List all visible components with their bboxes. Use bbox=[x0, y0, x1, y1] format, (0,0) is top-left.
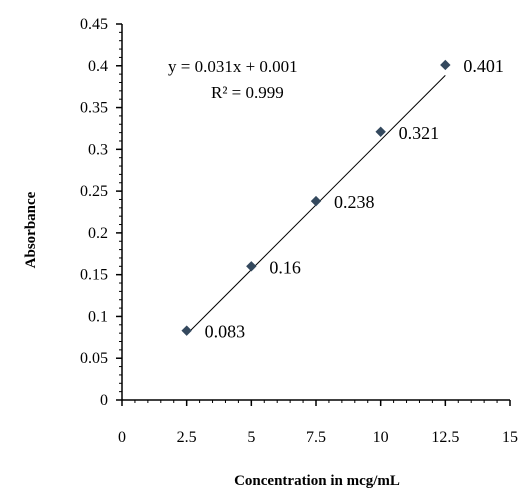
y-axis-title: Absorbance bbox=[23, 191, 39, 268]
y-tick-label: 0 bbox=[100, 392, 108, 409]
x-tick-label: 2.5 bbox=[177, 429, 197, 446]
x-tick-label: 0 bbox=[118, 429, 126, 446]
y-tick-label: 0.35 bbox=[80, 100, 108, 117]
data-point bbox=[181, 325, 192, 336]
data-point bbox=[310, 195, 322, 207]
x-tick-label: 12.5 bbox=[431, 429, 459, 446]
data-point bbox=[440, 59, 451, 71]
x-tick-label: 5 bbox=[247, 429, 255, 446]
r-squared-label: R² = 0.999 bbox=[211, 83, 284, 102]
y-tick-label: 0.15 bbox=[80, 267, 108, 284]
x-tick-label: 10 bbox=[373, 429, 389, 446]
y-tick-label: 0.1 bbox=[88, 308, 108, 325]
data-label: 0.238 bbox=[334, 192, 375, 212]
data-point bbox=[246, 261, 257, 272]
y-tick-label: 0.25 bbox=[80, 183, 108, 200]
y-tick-label: 0.05 bbox=[80, 350, 108, 367]
x-axis-title: Concentration in mcg/mL bbox=[234, 473, 400, 489]
x-tick-label: 7.5 bbox=[306, 429, 326, 446]
axes: 0 0.05 0.1 0.15 0.2 0.25 0.3 0.35 0.4 0.45 0 2.5 5 7.… bbox=[80, 16, 518, 446]
data-points bbox=[181, 59, 451, 336]
equation-label: y = 0.031x + 0.001 bbox=[168, 57, 298, 76]
data-label: 0.401 bbox=[463, 56, 504, 76]
data-label: 0.16 bbox=[269, 257, 301, 277]
data-labels: 0.083 0.16 0.238 0.321 0.401 bbox=[205, 56, 504, 342]
y-tick-label: 0.45 bbox=[80, 16, 108, 33]
x-tick-label: 15 bbox=[502, 429, 518, 446]
data-label: 0.321 bbox=[399, 123, 440, 143]
y-tick-label: 0.3 bbox=[88, 141, 108, 158]
data-label: 0.083 bbox=[205, 322, 246, 342]
y-tick-label: 0.2 bbox=[88, 225, 108, 242]
data-point bbox=[375, 126, 386, 137]
y-tick-label: 0.4 bbox=[88, 58, 108, 75]
